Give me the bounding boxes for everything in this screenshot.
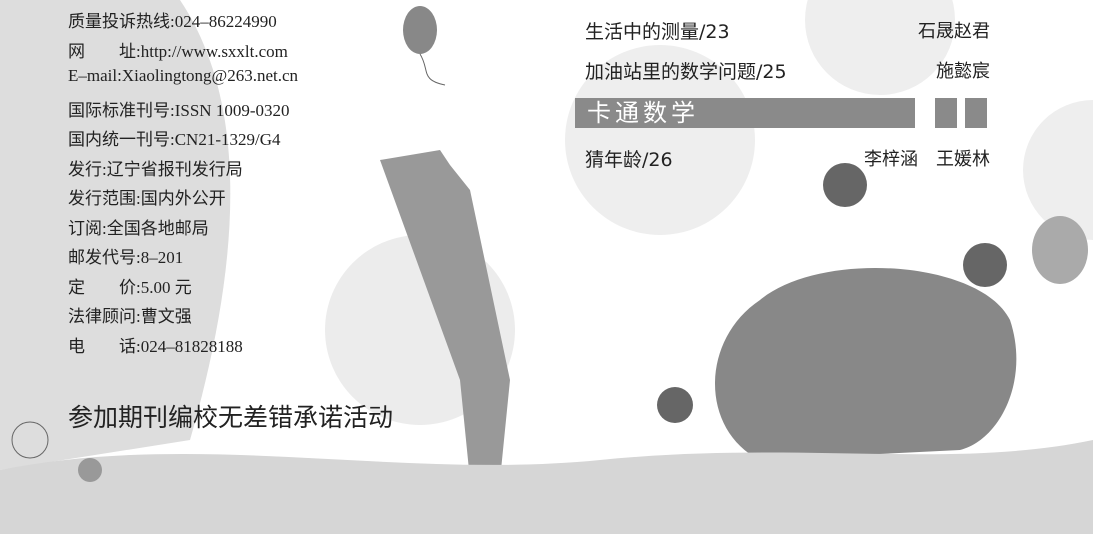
elephant [715, 268, 1016, 460]
pledge: 参加期刊编校无差错承诺活动 [68, 398, 393, 434]
balloon-string [420, 54, 445, 85]
masthead-line: 网 址:http://www.sxxlt.com [68, 37, 288, 62]
entry-title: 猜年龄/26 [585, 145, 673, 172]
boy [963, 243, 1007, 287]
entry-title: 生活中的测量/23 [585, 17, 730, 44]
masthead-line: 国内统一刊号:CN21-1329/G4 [68, 125, 281, 150]
entry-author: 李梓涵 王媛林 [864, 145, 990, 171]
balloon [1032, 216, 1088, 284]
entry-author: 石晟赵君 [918, 17, 990, 43]
section-title: 卡通数学 [587, 98, 699, 128]
masthead-line: 法律顾问:曹文强 [68, 302, 192, 327]
entry-title: 加油站里的数学问题/25 [585, 57, 787, 84]
masthead-line: E–mail:Xiaolingtong@263.net.cn [68, 66, 298, 86]
ground [0, 440, 1093, 534]
entry-author: 施懿宸 [936, 57, 990, 83]
masthead-line: 订阅:全国各地邮局 [68, 214, 209, 239]
boy [823, 163, 867, 207]
masthead-line: 邮发代号:8–201 [68, 243, 183, 268]
masthead-line: 质量投诉热线:024–86224990 [68, 7, 277, 32]
tree [78, 458, 102, 482]
masthead-line: 定 价:5.00 元 [68, 273, 192, 298]
section-bar: 卡通数学 [575, 98, 915, 128]
girl [657, 387, 693, 423]
page: 质量投诉热线:024–86224990 网 址:http://www.sxxlt.… [0, 0, 1093, 534]
masthead-line: 发行范围:国内外公开 [68, 184, 226, 209]
balloon [403, 6, 437, 54]
masthead-line: 发行:辽宁省报刊发行局 [68, 155, 243, 180]
section-square [965, 98, 987, 128]
section-square [935, 98, 957, 128]
masthead-line: 电 话:024–81828188 [68, 332, 243, 357]
masthead-line: 国际标准刊号:ISSN 1009-0320 [68, 96, 289, 121]
bg-circle [805, 0, 955, 95]
